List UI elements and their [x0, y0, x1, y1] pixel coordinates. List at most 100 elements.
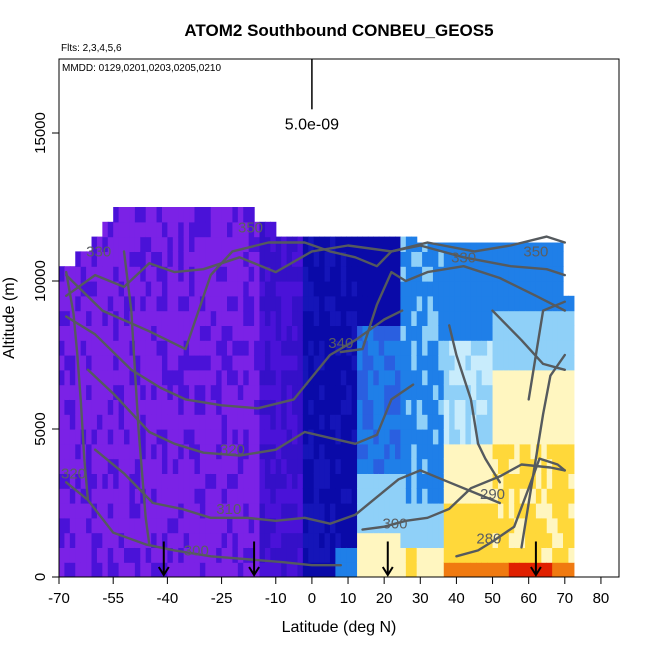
heatmap-cell — [313, 281, 320, 297]
heatmap-cell — [432, 517, 439, 534]
heatmap-cell — [156, 325, 163, 341]
heatmap-cell — [210, 458, 217, 474]
heatmap-cell — [541, 384, 548, 400]
heatmap-cell — [470, 340, 477, 356]
heatmap-cell — [357, 281, 364, 297]
heatmap-cell — [69, 384, 76, 400]
heatmap-cell — [297, 547, 304, 563]
heatmap-cell — [460, 414, 467, 430]
heatmap-cell — [161, 399, 168, 415]
heatmap-cell — [145, 488, 152, 504]
heatmap-cell — [134, 325, 141, 341]
heatmap-cell — [199, 429, 206, 445]
heatmap-cell — [416, 340, 423, 356]
heatmap-cell — [367, 414, 374, 430]
heatmap-cell — [373, 399, 380, 415]
heatmap-cell — [172, 251, 179, 267]
heatmap-cell — [107, 473, 114, 489]
heatmap-cell — [400, 281, 407, 297]
heatmap-cell — [178, 295, 185, 312]
heatmap-cell — [329, 369, 336, 386]
heatmap-cell — [134, 473, 141, 489]
heatmap-cell — [508, 532, 515, 548]
heatmap-cell — [357, 414, 364, 430]
heatmap-cell — [227, 236, 234, 252]
heatmap-cell — [319, 562, 326, 577]
heatmap-cell — [172, 207, 179, 223]
heatmap-cell — [237, 281, 244, 297]
contour-label: 350 — [523, 243, 548, 260]
heatmap-cell — [514, 399, 521, 415]
heatmap-cell — [389, 251, 396, 267]
heatmap-cell — [292, 355, 299, 371]
heatmap-cell — [400, 458, 407, 474]
heatmap-cell — [411, 384, 418, 400]
heatmap-cell — [129, 266, 136, 282]
heatmap-cell — [400, 399, 407, 415]
heatmap-cell — [519, 266, 526, 282]
heatmap-cell — [113, 251, 120, 267]
heatmap-cell — [145, 429, 152, 445]
heatmap-cell — [167, 562, 174, 577]
heatmap-cell — [378, 517, 385, 534]
heatmap-cell — [286, 473, 293, 489]
heatmap-cell — [199, 295, 206, 312]
heatmap-cell — [167, 355, 174, 371]
heatmap-cell — [357, 384, 364, 400]
heatmap-cell — [449, 251, 456, 267]
heatmap-cell — [319, 355, 326, 371]
heatmap-cell — [568, 562, 575, 577]
heatmap-cell — [167, 281, 174, 297]
heatmap-cell — [107, 295, 114, 312]
heatmap-cell — [519, 369, 526, 386]
heatmap-cell — [227, 207, 234, 223]
heatmap-cell — [64, 399, 71, 415]
heatmap-cell — [557, 443, 564, 460]
heatmap-cell — [497, 369, 504, 386]
heatmap-cell — [102, 281, 109, 297]
heatmap-cell — [460, 355, 467, 371]
heatmap-cell — [167, 399, 174, 415]
heatmap-cell — [487, 242, 494, 252]
heatmap-cell — [221, 369, 228, 386]
heatmap-cell — [329, 414, 336, 430]
heatmap-cell — [297, 443, 304, 460]
heatmap-cell — [124, 221, 131, 238]
heatmap-cell — [427, 399, 434, 415]
heatmap-cell — [492, 310, 499, 326]
heatmap-cell — [178, 517, 185, 534]
heatmap-cell — [227, 458, 234, 474]
heatmap-cell — [503, 369, 510, 386]
heatmap-cell — [243, 295, 250, 312]
heatmap-cell — [443, 488, 450, 504]
heatmap-cell — [161, 443, 168, 460]
heatmap-cell — [129, 547, 136, 563]
heatmap-cell — [405, 310, 412, 326]
heatmap-cell — [292, 517, 299, 534]
heatmap-cell — [302, 295, 309, 312]
heatmap-cell — [384, 429, 391, 445]
heatmap-cell — [102, 458, 109, 474]
heatmap-cell — [232, 340, 239, 356]
heatmap-cell — [243, 236, 250, 252]
heatmap-cell — [102, 488, 109, 504]
heatmap-cell — [422, 384, 429, 400]
heatmap-cell — [178, 399, 185, 415]
heatmap-cell — [172, 503, 179, 519]
heatmap-cell — [270, 429, 277, 445]
heatmap-cell — [487, 488, 494, 504]
heatmap-cell — [199, 503, 206, 519]
heatmap-cell — [492, 414, 499, 430]
heatmap-cell — [557, 340, 564, 356]
heatmap-cell — [102, 369, 109, 386]
heatmap-cell — [210, 517, 217, 534]
heatmap-cell — [503, 266, 510, 282]
heatmap-cell — [151, 429, 158, 445]
heatmap-cell — [302, 547, 309, 563]
heatmap-cell — [145, 295, 152, 312]
heatmap-cell — [389, 236, 396, 252]
heatmap-cell — [400, 532, 407, 548]
heatmap-cell — [124, 443, 131, 460]
heatmap-cell — [362, 517, 369, 534]
heatmap-cell — [96, 414, 103, 430]
